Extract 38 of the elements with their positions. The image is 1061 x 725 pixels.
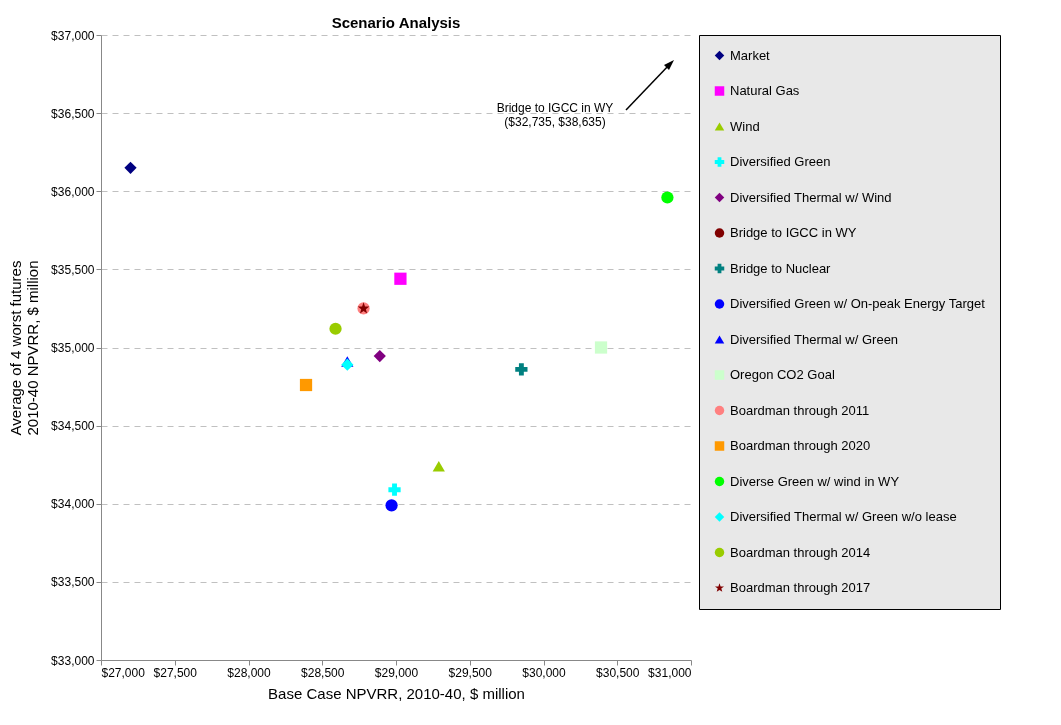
y-tick-label: $33,000 [51,653,95,668]
y-tick-label: $33,500 [51,575,95,590]
legend-label: Bridge to IGCC in WY [730,225,857,240]
legend-label: Oregon CO2 Goal [730,367,835,382]
x-tick-label: $28,500 [301,665,345,680]
legend-label: Boardman through 2011 [730,402,870,418]
x-tick-label: $28,000 [227,665,272,680]
legend-label: Boardman through 2017 [730,580,871,595]
x-tick-label: $31,000 [648,665,692,680]
x-tick-label: $29,500 [448,665,493,680]
legend-label: Diversified Green [730,154,831,169]
x-axis-title: Base Case NPVRR, 2010-40, $ million [268,684,525,702]
x-tick-label: $27,000 [101,665,146,680]
legend-label: Diversified Thermal w/ Wind [730,189,892,205]
y-tick-label: $37,000 [51,28,95,43]
x-tick-label: $27,500 [153,665,198,680]
legend-label: Market [730,47,771,63]
annotation: Bridge to IGCC in WY ($32,735, $38,635) [496,101,614,129]
legend-label: Boardman through 2020 [730,438,871,453]
legend-label: Wind [730,118,760,134]
y-tick-label: $35,500 [51,262,95,277]
x-tick-label: $29,000 [374,665,419,680]
chart-title: Scenario Analysis [331,14,461,31]
x-tick-label: $30,000 [522,665,567,680]
legend-label: Bridge to Nuclear [730,260,832,276]
y-tick-label: $36,500 [51,106,95,121]
y-tick-label: $34,500 [51,419,95,434]
x-tick-label: $30,500 [596,665,640,680]
y-tick-label: $35,000 [51,341,95,355]
legend-label: Natural Gas [730,83,800,98]
legend-label: Diverse Green w/ wind in WY [730,473,900,489]
y-tick-label: $36,000 [51,184,95,199]
y-tick-label: $34,000 [51,497,95,512]
legend-label: Diversified Thermal w/ Green [730,331,899,347]
legend-label: Boardman through 2014 [730,544,871,560]
legend-label: Diversified Green w/ On-peak Energy Target [730,296,986,311]
y-axis-title: Average of 4 worst futures 2010-40 NPVRR, $ million [7,260,42,436]
legend-label: Diversified Thermal w/ Green w/o lease [730,509,957,524]
